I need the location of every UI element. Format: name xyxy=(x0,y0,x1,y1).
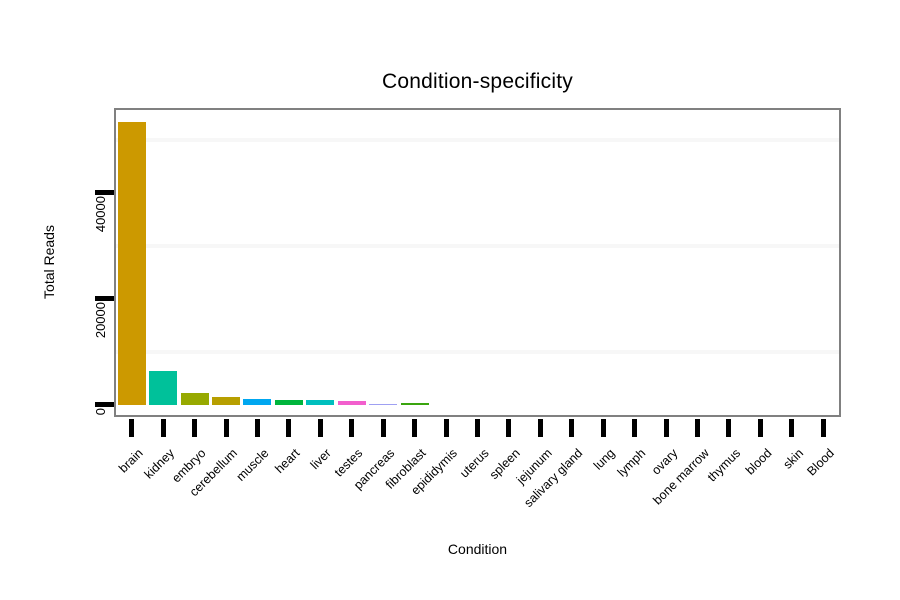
x-tick xyxy=(663,419,669,437)
x-tick xyxy=(223,419,229,437)
x-tick-label: thymus xyxy=(704,446,743,485)
x-tick-label: heart xyxy=(272,446,303,477)
bar-heart xyxy=(274,399,303,405)
x-tick-label: blood xyxy=(742,446,775,478)
y-tick-label: 20000 xyxy=(93,301,108,338)
x-tick xyxy=(160,419,166,437)
x-tick xyxy=(349,419,355,437)
bar-embryo xyxy=(180,392,209,405)
y-tick xyxy=(95,296,114,301)
y-tick xyxy=(95,402,114,407)
x-tick-label: lung xyxy=(590,446,618,473)
x-tick xyxy=(695,419,701,437)
x-tick xyxy=(757,419,763,437)
x-tick xyxy=(443,419,449,437)
bar-kidney xyxy=(149,370,178,405)
x-tick xyxy=(317,419,323,437)
minor-gridline xyxy=(116,349,839,354)
bar-muscle xyxy=(243,398,272,405)
x-tick-label: skin xyxy=(780,446,806,472)
bar-testes xyxy=(337,400,366,405)
x-tick-label: muscle xyxy=(233,446,272,484)
x-tick xyxy=(569,419,575,437)
x-tick xyxy=(820,419,826,437)
x-tick xyxy=(412,419,418,437)
y-tick-label: 0 xyxy=(93,407,108,415)
x-tick-label: Blood xyxy=(804,446,838,479)
x-axis-title: Condition xyxy=(447,541,508,557)
bar-liver xyxy=(306,399,335,405)
x-tick xyxy=(254,419,260,437)
x-tick xyxy=(506,419,512,437)
bar-pancreas xyxy=(369,403,398,405)
y-tick-label: 40000 xyxy=(93,195,108,232)
x-tick xyxy=(380,419,386,437)
x-tick-label: liver xyxy=(308,446,335,473)
bar-fibroblast xyxy=(400,402,429,405)
x-tick xyxy=(537,419,543,437)
y-tick xyxy=(95,190,114,195)
x-tick xyxy=(632,419,638,437)
minor-gridline xyxy=(116,137,839,142)
minor-gridline xyxy=(116,243,839,248)
x-tick-label: lymph xyxy=(615,446,649,480)
x-tick xyxy=(129,419,135,437)
x-tick xyxy=(789,419,795,437)
x-tick xyxy=(192,419,198,437)
x-tick-label: uterus xyxy=(456,446,492,481)
x-tick xyxy=(286,419,292,437)
plot-panel xyxy=(114,108,841,417)
bar-cerebellum xyxy=(212,396,241,405)
x-tick xyxy=(726,419,732,437)
bar-brain xyxy=(117,121,146,405)
x-tick xyxy=(475,419,480,437)
y-axis-title: Total Reads xyxy=(41,225,57,299)
x-tick xyxy=(600,419,606,437)
chart-title: Condition-specificity xyxy=(382,70,573,93)
